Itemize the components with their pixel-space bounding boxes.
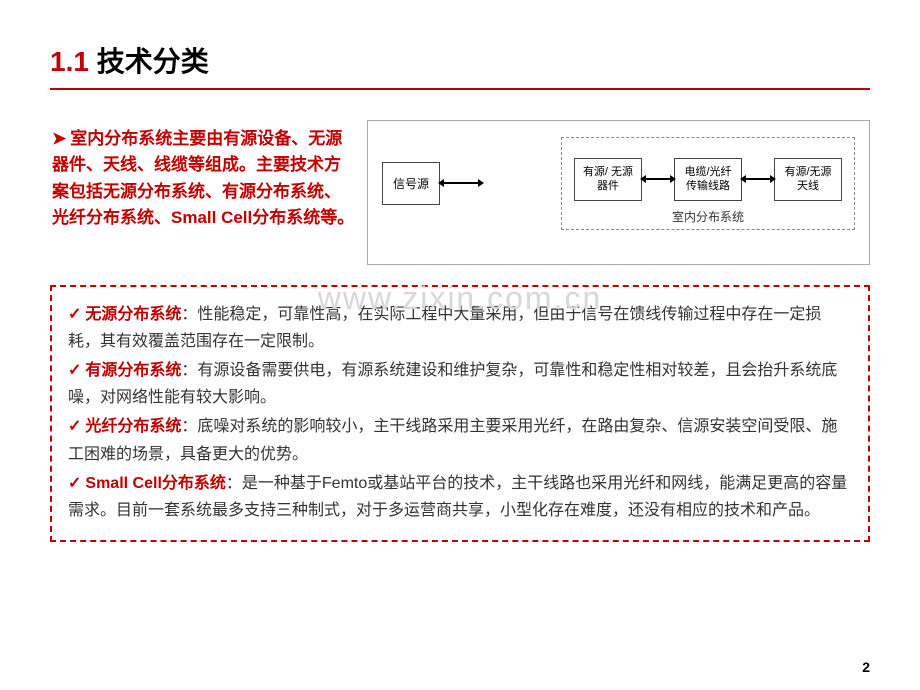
diagram-inner-label: 室内分布系统 xyxy=(672,208,744,225)
block-devices: 有源/ 无源 器件 xyxy=(574,158,642,201)
diagram-row: 信号源 有源/ 无源 器件 电缆/光纤 传输线路 有源/无源 xyxy=(382,137,855,230)
list-item: ✓无源分布系统：性能稳定，可靠性高，在实际工程中大量采用，但由于信号在馈线传输过… xyxy=(68,301,852,355)
arrow-icon xyxy=(443,182,479,184)
page-title: 1.1 技术分类 xyxy=(50,40,870,80)
item-title: 有源分布系统 xyxy=(85,362,181,379)
upper-row: ➤室内分布系统主要由有源设备、无源器件、天线、线缆等组成。主要技术方案包括无源分… xyxy=(50,120,870,265)
inner-row: 有源/ 无源 器件 电缆/光纤 传输线路 有源/无源 天线 xyxy=(574,158,842,201)
list-item: ✓有源分布系统：有源设备需要供电，有源系统建设和维护复杂，可靠性和稳定性相对较差… xyxy=(68,357,852,411)
title-text: 技术分类 xyxy=(97,46,209,77)
page-number: 2 xyxy=(862,659,870,675)
diagram-box: 信号源 有源/ 无源 器件 电缆/光纤 传输线路 有源/无源 xyxy=(367,120,870,265)
block-line: 有源/无源 xyxy=(781,165,835,179)
intro-bullet-icon: ➤ xyxy=(52,126,66,152)
title-number: 1.1 xyxy=(50,46,89,77)
item-title: Small Cell分布系统 xyxy=(85,475,225,492)
block-line: 器件 xyxy=(581,179,635,193)
arrow-icon xyxy=(745,178,771,180)
item-title: 无源分布系统 xyxy=(85,306,181,323)
signal-source-block: 信号源 xyxy=(382,162,440,205)
intro-box: ➤室内分布系统主要由有源设备、无源器件、天线、线缆等组成。主要技术方案包括无源分… xyxy=(50,120,355,265)
item-desc: ：性能稳定，可靠性高，在实际工程中大量采用，但由于信号在馈线传输过程中存在一定损… xyxy=(68,306,821,350)
check-icon: ✓ xyxy=(68,418,81,435)
diagram-inner: 有源/ 无源 器件 电缆/光纤 传输线路 有源/无源 天线 室内分布系统 xyxy=(561,137,855,230)
list-item: ✓Small Cell分布系统：是一种基于Femto或基站平台的技术，主干线路也… xyxy=(68,470,852,524)
list-box: ✓无源分布系统：性能稳定，可靠性高，在实际工程中大量采用，但由于信号在馈线传输过… xyxy=(50,285,870,543)
block-line: 传输线路 xyxy=(681,179,735,193)
block-line: 电缆/光纤 xyxy=(681,165,735,179)
title-underline xyxy=(50,88,870,90)
intro-text: 室内分布系统主要由有源设备、无源器件、天线、线缆等组成。主要技术方案包括无源分布… xyxy=(52,129,354,227)
check-icon: ✓ xyxy=(68,475,81,492)
block-line: 有源/ 无源 xyxy=(581,165,635,179)
block-antenna: 有源/无源 天线 xyxy=(774,158,842,201)
item-desc: ：有源设备需要供电，有源系统建设和维护复杂，可靠性和稳定性相对较差，且会抬升系统… xyxy=(68,362,837,406)
list-item: ✓光纤分布系统：底噪对系统的影响较小，主干线路采用主要采用光纤，在路由复杂、信源… xyxy=(68,413,852,467)
block-cable: 电缆/光纤 传输线路 xyxy=(674,158,742,201)
item-title: 光纤分布系统 xyxy=(85,418,181,435)
outer-block-wrap: 信号源 xyxy=(382,162,482,205)
check-icon: ✓ xyxy=(68,306,81,323)
arrow-icon xyxy=(645,178,671,180)
item-desc: ：底噪对系统的影响较小，主干线路采用主要采用光纤，在路由复杂、信源安装空间受限、… xyxy=(68,418,837,462)
check-icon: ✓ xyxy=(68,362,81,379)
block-line: 天线 xyxy=(781,179,835,193)
